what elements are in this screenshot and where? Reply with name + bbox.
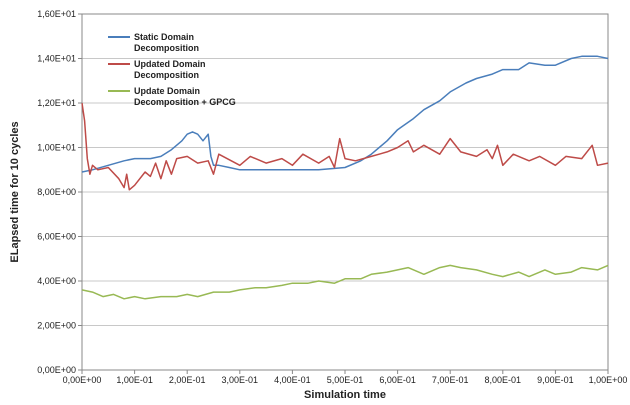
legend-label: Static Domain Decomposition [134, 32, 199, 53]
legend-label: Updated Domain Decomposition [134, 59, 206, 80]
series-line-3 [81, 264, 609, 300]
series-line-2 [81, 102, 609, 191]
y-axis-title: ELapsed time for 10 cycles [9, 121, 21, 262]
y-tick-label: 8,00E+00 [37, 187, 76, 197]
x-axis-ticks: 0,00E+00 1,00E-01 2,00E-01 3,00E-01 4,00E-01… [63, 370, 628, 385]
x-tick-label: 4,00E-01 [274, 375, 311, 385]
y-tick-label: 1,20E+01 [37, 98, 76, 108]
y-tick-label: 1,40E+01 [37, 54, 76, 64]
y-tick-label: 2,00E+00 [37, 321, 76, 331]
x-tick-label: 3,00E-01 [222, 375, 259, 385]
x-tick-label: 7,00E-01 [432, 375, 469, 385]
y-axis-ticks: 0,00E+00 2,00E+00 4,00E+00 6,00E+00 8,00E+00… [37, 9, 82, 375]
y-tick-label: 4,00E+00 [37, 276, 76, 286]
legend-label: Update Domain Decomposition + GPCG [134, 86, 236, 107]
x-tick-label: 5,00E-01 [327, 375, 364, 385]
x-tick-label: 8,00E-01 [485, 375, 522, 385]
legend: Static Domain Decomposition Updated Domain… [108, 32, 236, 107]
x-tick-label: 9,00E-01 [537, 375, 574, 385]
x-tick-label: 2,00E-01 [169, 375, 206, 385]
x-axis-title: Simulation time [304, 389, 386, 401]
y-tick-label: 1,60E+01 [37, 9, 76, 19]
x-tick-label: 6,00E-01 [379, 375, 416, 385]
y-tick-label: 6,00E+00 [37, 232, 76, 242]
x-tick-label: 1,00E+00 [589, 375, 628, 385]
y-tick-label: 1,00E+01 [37, 143, 76, 153]
series-line-1 [81, 55, 609, 173]
x-tick-label: 0,00E+00 [63, 375, 102, 385]
y-tick-label: 0,00E+00 [37, 365, 76, 375]
series-layer [81, 55, 609, 300]
x-tick-label: 1,00E-01 [116, 375, 153, 385]
